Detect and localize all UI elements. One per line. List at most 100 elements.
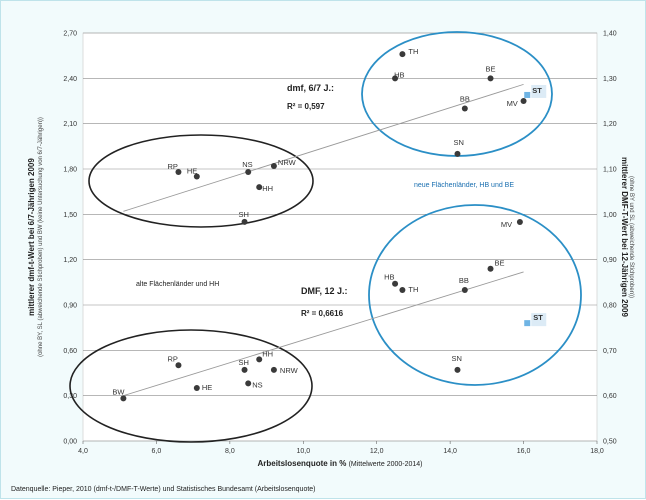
data-point-dmf-hb	[392, 75, 399, 82]
data-point-dmf-rp	[175, 169, 182, 176]
data-point-dmf-sh	[241, 218, 248, 225]
y-right-tick-label: 1,40	[603, 31, 617, 38]
y-left-tick-label: 1,20	[63, 257, 77, 264]
y-left-tick-label: 0,60	[63, 348, 77, 355]
point-label-dmf-be: BE	[486, 64, 496, 73]
data-point-dmf-st	[524, 91, 531, 98]
point-label-DMF-he: HE	[202, 383, 212, 392]
r2-label-DMF: R² = 0,6616	[301, 309, 344, 318]
trendline-dmf	[123, 83, 524, 212]
x-tick-label: 6,0	[152, 448, 162, 455]
data-point-DMF-st	[524, 320, 531, 327]
point-label-DMF-bb: BB	[459, 276, 469, 285]
y-right-tick-label: 1,30	[603, 76, 617, 83]
y-axis-title-right: mittlerer DMF-T-Wert bei 12-Jährigen 200…	[620, 157, 629, 317]
x-tick-label: 4,0	[78, 448, 88, 455]
x-axis-title-main: Arbeitslosenquote in %	[257, 459, 348, 468]
x-tick-label: 8,0	[225, 448, 235, 455]
y-left-tick-label: 0,90	[63, 303, 77, 310]
data-point-DMF-bb	[461, 287, 468, 294]
point-label-DMF-hh: HH	[262, 349, 273, 358]
y-right-tick-label: 0,70	[603, 348, 617, 355]
data-point-DMF-hb	[392, 280, 399, 287]
x-tick-label: 14,0	[443, 448, 457, 455]
y-left-tick-label: 1,50	[63, 212, 77, 219]
highlight-box-dmf-st	[531, 84, 547, 98]
data-point-dmf-sn	[454, 150, 461, 157]
data-point-DMF-nrw	[270, 366, 277, 373]
group-circle-new-DMF	[368, 204, 582, 386]
x-tick-label: 16,0	[517, 448, 531, 455]
y-axis-note-left: (ohne BY, SL (abweichende Stichproben) u…	[38, 117, 44, 357]
point-label-dmf-hh: HH	[262, 184, 273, 193]
data-point-DMF-hh	[256, 356, 263, 363]
x-tick-label: 10,0	[296, 448, 310, 455]
point-label-DMF-ns: NS	[252, 380, 262, 389]
y-left-tick-label: 2,10	[63, 121, 77, 128]
series-label-DMF: DMF, 12 J.:	[301, 286, 348, 296]
data-point-DMF-mv	[516, 219, 523, 226]
x-axis-title: Arbeitslosenquote in % (Mittelwerte 2000…	[257, 459, 422, 468]
y-left-tick-label: 2,70	[63, 31, 77, 38]
point-label-dmf-ns: NS	[242, 160, 252, 169]
data-point-dmf-nrw	[270, 162, 277, 169]
data-point-DMF-th	[399, 287, 406, 294]
series-label-dmf: dmf, 6/7 J.:	[287, 83, 334, 93]
y-left-tick-label: 0,30	[63, 393, 77, 400]
point-label-dmf-nrw: NRW	[278, 158, 297, 167]
data-point-DMF-he	[193, 384, 200, 391]
y-right-tick-label: 1,10	[603, 167, 617, 174]
x-axis-title-note: (Mittelwerte 2000-2014)	[349, 461, 423, 468]
source-note: Datenquelle: Pieper, 2010 (dmf-t-/DMF-T-…	[11, 486, 316, 493]
data-point-dmf-bb	[461, 105, 468, 112]
y-left-tick-label: 1,80	[63, 167, 77, 174]
point-label-dmf-sn: SN	[453, 138, 463, 147]
r2-label-dmf: R² = 0,597	[287, 102, 325, 111]
data-point-DMF-be	[487, 265, 494, 272]
point-label-dmf-st: ST	[532, 86, 542, 95]
group-circle-old-dmf	[88, 134, 314, 228]
point-label-DMF-bw: BW	[112, 387, 125, 396]
y-right-tick-label: 1,00	[603, 212, 617, 219]
trendline-DMF	[123, 271, 524, 397]
point-label-dmf-bb: BB	[460, 95, 470, 104]
point-label-dmf-hb: HB	[394, 70, 404, 79]
point-label-dmf-rp: RP	[167, 162, 177, 171]
annotation-neue: neue Flächenländer, HB und BE	[414, 182, 514, 189]
data-point-dmf-he	[193, 173, 200, 180]
point-label-DMF-nrw: NRW	[280, 366, 299, 375]
y-right-tick-label: 0,90	[603, 257, 617, 264]
annotation-alte: alte Flächenländer und HH	[136, 281, 219, 288]
data-point-dmf-th	[399, 51, 406, 58]
point-label-DMF-sh: SH	[239, 358, 249, 367]
y-right-tick-label: 0,50	[603, 439, 617, 446]
y-left-tick-label: 2,40	[63, 76, 77, 83]
data-point-DMF-bw	[120, 395, 127, 402]
y-axis-title-left: mittlerer dmf-t-Wert bei 6/7-Jährigen 20…	[27, 158, 36, 316]
point-label-dmf-mv: MV	[507, 99, 518, 108]
y-right-tick-label: 1,20	[603, 121, 617, 128]
point-label-DMF-sn: SN	[451, 354, 461, 363]
data-point-DMF-ns	[245, 380, 252, 387]
point-label-DMF-be: BE	[495, 259, 505, 268]
data-point-dmf-be	[487, 75, 494, 82]
y-left-tick-label: 0,00	[63, 439, 77, 446]
group-circle-old-DMF	[69, 329, 313, 443]
x-tick-label: 12,0	[370, 448, 384, 455]
point-label-dmf-sh: SH	[239, 210, 249, 219]
point-label-DMF-hb: HB	[384, 273, 394, 282]
point-label-DMF-st: ST	[533, 313, 543, 322]
y-axis-note-right: (ohne BY und SL (abweichende Stichproben…	[628, 176, 634, 298]
x-tick-label: 18,0	[590, 448, 604, 455]
point-label-dmf-he: HE	[187, 167, 197, 176]
plot-area	[82, 32, 598, 442]
point-label-DMF-th: TH	[408, 285, 418, 294]
data-point-dmf-mv	[520, 98, 527, 104]
data-point-DMF-sh	[241, 366, 248, 373]
y-right-tick-label: 0,60	[603, 393, 617, 400]
point-label-DMF-mv: MV	[501, 220, 512, 229]
point-label-DMF-rp: RP	[167, 354, 177, 363]
point-label-dmf-th: TH	[408, 47, 418, 56]
data-point-DMF-sn	[454, 366, 461, 373]
